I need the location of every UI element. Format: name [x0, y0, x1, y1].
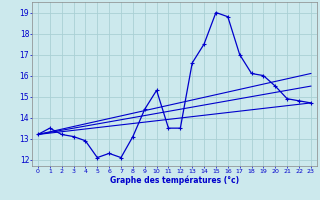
- X-axis label: Graphe des températures (°c): Graphe des températures (°c): [110, 175, 239, 185]
